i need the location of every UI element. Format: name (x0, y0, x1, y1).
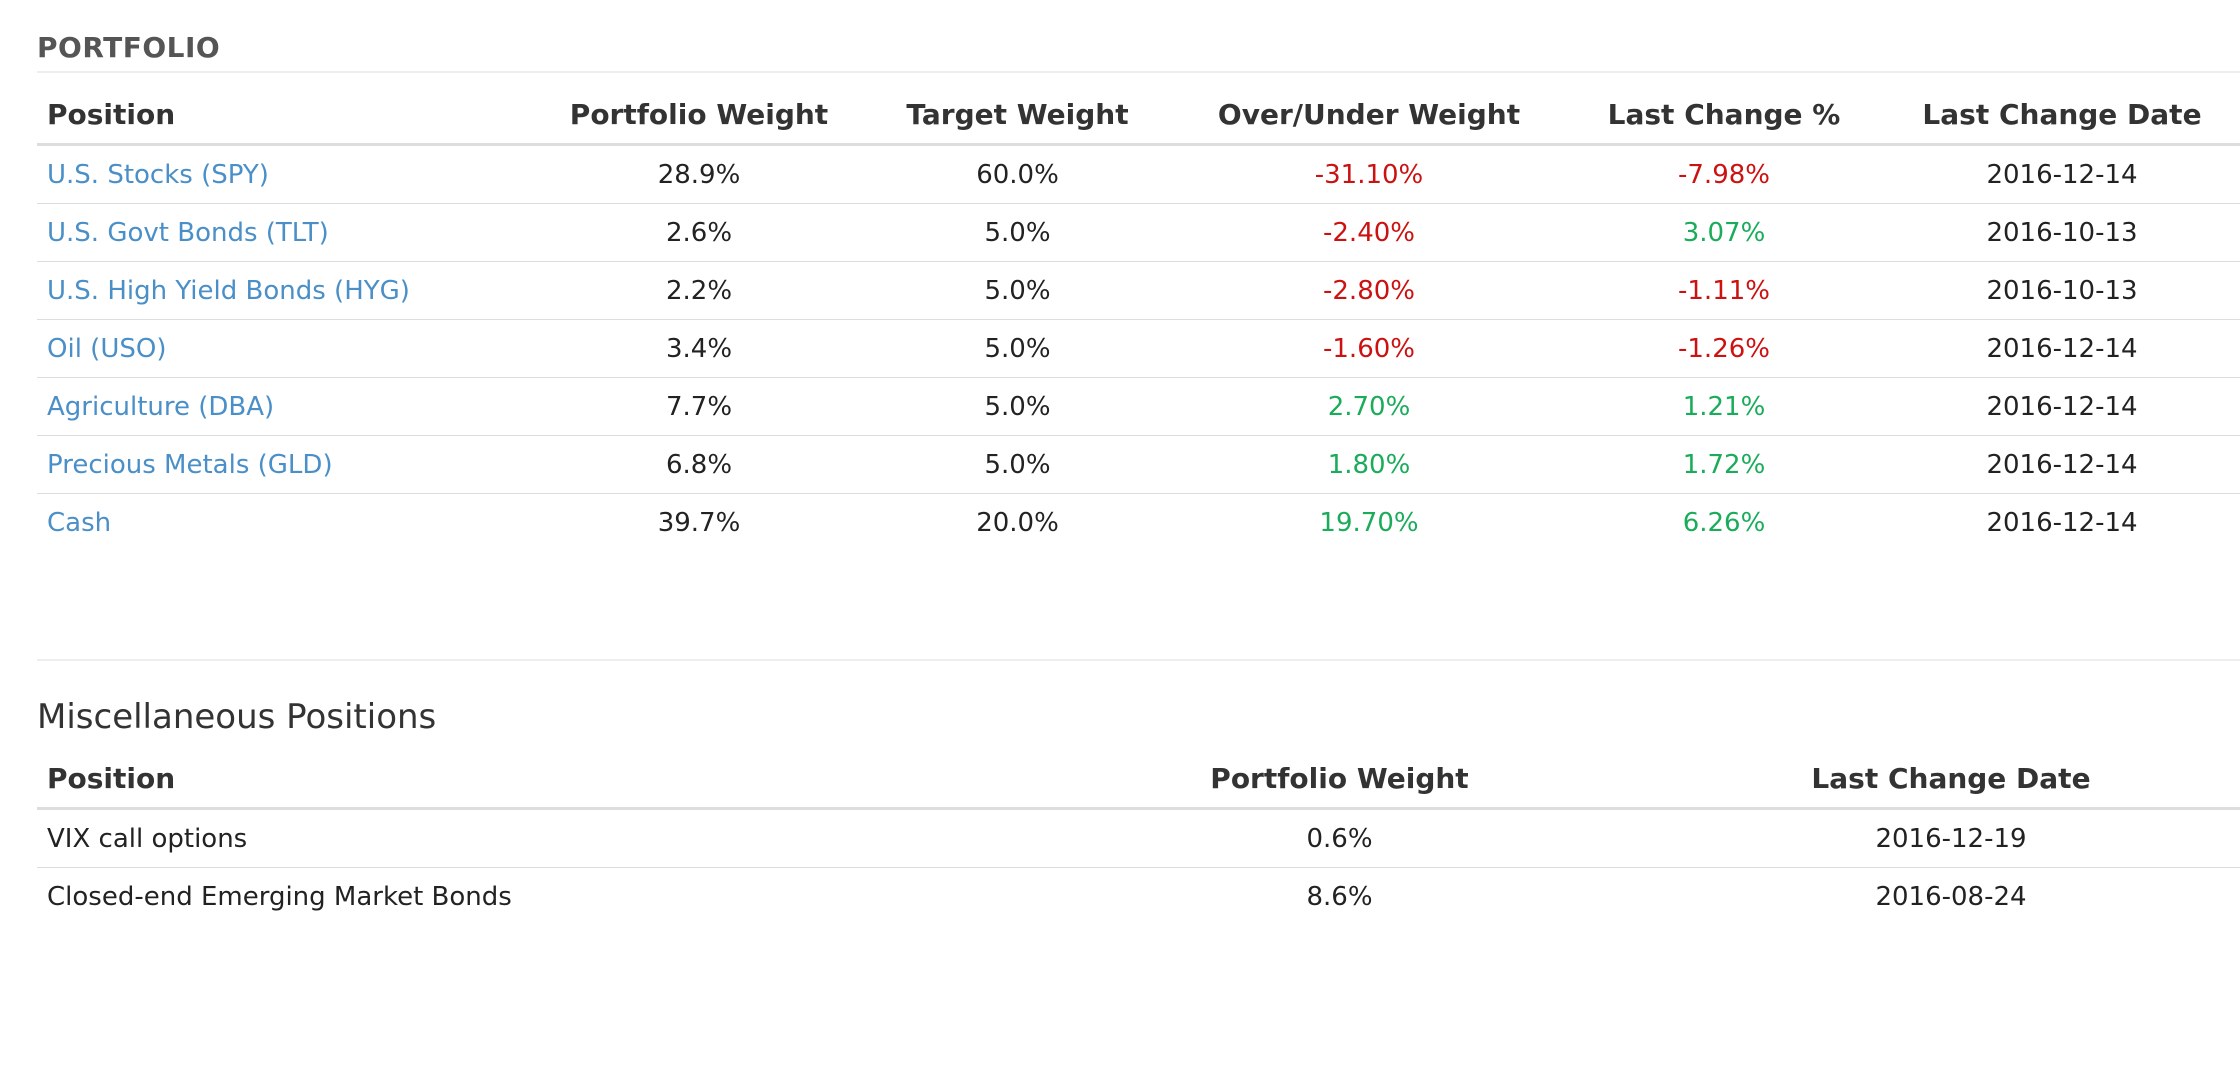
table-row: U.S. Stocks (SPY) 28.9% 60.0% -31.10% -7… (37, 145, 2240, 204)
last-change-date-cell: 2016-12-14 (1884, 319, 2240, 378)
misc-header-row: Position Portfolio Weight Last Change Da… (37, 740, 2240, 810)
col-header-last-change-date: Last Change Date (1662, 740, 2240, 810)
col-header-over-under-weight: Over/Under Weight (1174, 73, 1564, 146)
last-change-date-cell: 2016-12-14 (1884, 435, 2240, 494)
last-change-date-cell: 2016-12-14 (1884, 377, 2240, 436)
position-cell: U.S. Stocks (SPY) (37, 145, 537, 204)
portfolio-weight-cell: 2.2% (537, 261, 861, 320)
last-change-date-cell: 2016-12-14 (1986, 159, 2138, 190)
position-cell: Closed-end Emerging Market Bonds (37, 867, 1017, 925)
table-row: U.S. Govt Bonds (TLT) 2.6% 5.0% -2.40% 3… (37, 203, 2240, 262)
last-change-pct-cell: 6.26% (1564, 493, 1884, 551)
portfolio-weight-cell: 0.6% (1306, 823, 1373, 854)
portfolio-weight-cell: 39.7% (537, 493, 861, 551)
target-weight-cell: 5.0% (861, 261, 1174, 320)
position-link[interactable]: U.S. Govt Bonds (TLT) (47, 217, 329, 248)
position-link[interactable]: U.S. Stocks (SPY) (47, 159, 269, 190)
col-header-portfolio-weight: Portfolio Weight (537, 73, 861, 146)
position-link[interactable]: Oil (USO) (47, 333, 167, 364)
over-under-weight-cell: -1.60% (1174, 319, 1564, 378)
target-weight-cell: 5.0% (861, 203, 1174, 262)
content: PORTFOLIO Position Portfolio Weight Targ… (37, 0, 2240, 925)
portfolio-table: Position Portfolio Weight Target Weight … (37, 73, 2240, 551)
col-header-target-weight: Target Weight (861, 73, 1174, 146)
table-row: U.S. High Yield Bonds (HYG) 2.2% 5.0% -2… (37, 261, 2240, 320)
over-under-weight-cell: -31.10% (1314, 159, 1424, 190)
divider (37, 71, 2240, 73)
last-change-pct-cell: -1.26% (1564, 319, 1884, 378)
target-weight-cell: 60.0% (976, 159, 1059, 190)
portfolio-weight-cell: 8.6% (1017, 867, 1662, 925)
last-change-date-cell: 2016-10-13 (1884, 261, 2240, 320)
last-change-date-cell: 2016-12-19 (1875, 823, 2027, 854)
over-under-weight-cell: 19.70% (1174, 493, 1564, 551)
last-change-date-cell: 2016-08-24 (1662, 867, 2240, 925)
target-weight-cell: 20.0% (861, 493, 1174, 551)
position-link[interactable]: U.S. High Yield Bonds (HYG) (47, 275, 410, 306)
position-cell: U.S. High Yield Bonds (HYG) (37, 261, 537, 320)
last-change-pct-cell: 3.07% (1564, 203, 1884, 262)
table-row: Oil (USO) 3.4% 5.0% -1.60% -1.26% 2016-1… (37, 319, 2240, 378)
position-cell: Agriculture (DBA) (37, 377, 537, 436)
table-row: Agriculture (DBA) 7.7% 5.0% 2.70% 1.21% … (37, 377, 2240, 436)
col-header-portfolio-weight: Portfolio Weight (1017, 740, 1662, 810)
last-change-date-cell: 2016-10-13 (1884, 203, 2240, 262)
over-under-weight-cell: 1.80% (1174, 435, 1564, 494)
col-header-last-change-pct: Last Change % (1564, 73, 1884, 146)
last-change-date-cell: 2016-12-14 (1884, 493, 2240, 551)
misc-positions-table: Position Portfolio Weight Last Change Da… (37, 740, 2240, 925)
spacer (37, 551, 2240, 659)
col-header-position: Position (37, 740, 1017, 810)
col-header-last-change-date: Last Change Date (1884, 73, 2240, 146)
portfolio-weight-cell: 6.8% (537, 435, 861, 494)
table-row: Cash 39.7% 20.0% 19.70% 6.26% 2016-12-14 (37, 493, 2240, 551)
position-link[interactable]: Precious Metals (GLD) (47, 449, 333, 480)
target-weight-cell: 5.0% (861, 377, 1174, 436)
divider (37, 659, 2240, 661)
position-cell: Oil (USO) (37, 319, 537, 378)
position-link[interactable]: Cash (47, 507, 112, 538)
portfolio-weight-cell: 2.6% (537, 203, 861, 262)
last-change-pct-cell: 1.72% (1564, 435, 1884, 494)
last-change-pct-cell: 1.21% (1564, 377, 1884, 436)
over-under-weight-cell: -2.40% (1174, 203, 1564, 262)
portfolio-weight-cell: 28.9% (657, 159, 741, 190)
last-change-pct-cell: -7.98% (1678, 159, 1770, 190)
position-cell: U.S. Govt Bonds (TLT) (37, 203, 537, 262)
table-row: Precious Metals (GLD) 6.8% 5.0% 1.80% 1.… (37, 435, 2240, 494)
over-under-weight-cell: 2.70% (1174, 377, 1564, 436)
portfolio-title: PORTFOLIO (37, 31, 221, 64)
table-row: Closed-end Emerging Market Bonds 8.6% 20… (37, 867, 2240, 925)
position-cell: Cash (37, 493, 537, 551)
target-weight-cell: 5.0% (861, 435, 1174, 494)
table-row: VIX call options 0.6% 2016-12-19 (37, 809, 2240, 868)
portfolio-weight-cell: 3.4% (537, 319, 861, 378)
col-header-position: Position (37, 73, 537, 146)
position-cell: VIX call options (47, 823, 248, 854)
over-under-weight-cell: -2.80% (1174, 261, 1564, 320)
position-link[interactable]: Agriculture (DBA) (47, 391, 275, 422)
target-weight-cell: 5.0% (861, 319, 1174, 378)
portfolio-weight-cell: 7.7% (537, 377, 861, 436)
portfolio-header-row: Position Portfolio Weight Target Weight … (37, 73, 2240, 146)
misc-positions-title: Miscellaneous Positions (37, 697, 437, 737)
position-cell: Precious Metals (GLD) (37, 435, 537, 494)
last-change-pct-cell: -1.11% (1564, 261, 1884, 320)
